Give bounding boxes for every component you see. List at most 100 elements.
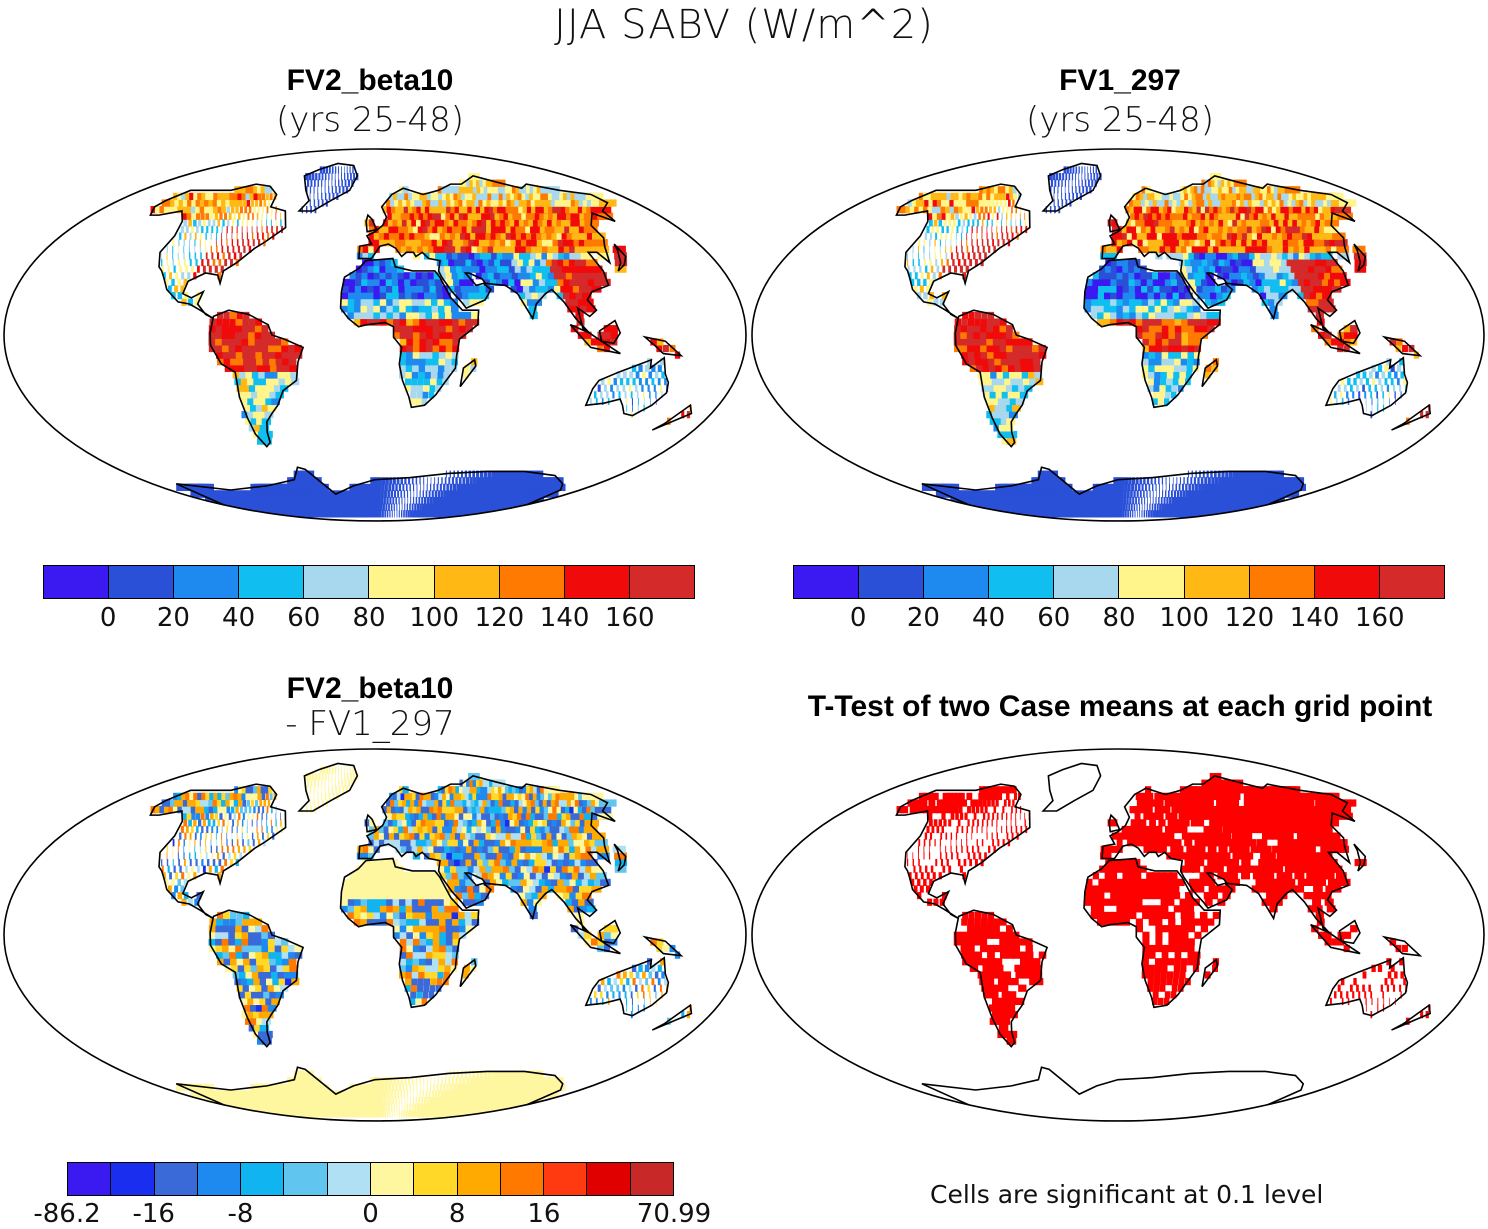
grid-cell <box>184 232 187 240</box>
grid-cell <box>997 239 1000 247</box>
grid-cell <box>392 1097 395 1105</box>
grid-cell <box>1168 239 1177 247</box>
grid-cell <box>328 186 330 194</box>
grid-cell <box>923 278 927 286</box>
grid-cell <box>1049 172 1053 181</box>
grid-cell <box>945 252 948 260</box>
grid-cell <box>1065 172 1068 181</box>
grid-cell <box>1229 272 1238 280</box>
grid-cell <box>1019 212 1021 220</box>
grid-cell <box>1178 292 1187 300</box>
grid-cell <box>1012 384 1021 392</box>
grid-cell <box>1176 278 1185 286</box>
grid-cell <box>1172 219 1181 227</box>
grid-cell <box>248 318 256 326</box>
grid-cell <box>206 258 210 267</box>
grid-cell <box>1187 272 1196 280</box>
grid-cell <box>421 1097 424 1105</box>
grid-cell <box>1186 245 1195 253</box>
grid-cell <box>165 278 169 286</box>
grid-cell <box>398 1097 400 1105</box>
grid-cell <box>1159 490 1160 498</box>
grid-cell <box>418 371 425 379</box>
grid-cell <box>1200 477 1204 485</box>
grid-cell <box>1103 318 1111 326</box>
grid-cell <box>632 404 633 412</box>
grid-cell <box>443 490 447 498</box>
grid-cell <box>365 1097 370 1105</box>
grid-cell <box>446 1097 451 1105</box>
grid-cell <box>513 252 524 260</box>
grid-cell <box>334 179 336 187</box>
grid-cell <box>357 1090 363 1098</box>
grid-cell <box>1356 371 1361 379</box>
grid-cell <box>261 351 270 359</box>
grid-cell <box>350 1097 356 1105</box>
grid-cell <box>1267 265 1278 273</box>
grid-cell <box>434 219 443 227</box>
grid-cell <box>968 358 977 366</box>
grid-cell <box>1194 331 1202 339</box>
grid-cell <box>593 278 605 286</box>
grid-cell <box>261 225 263 234</box>
grid-cell <box>448 477 451 485</box>
grid-cell <box>386 305 394 313</box>
grid-cell <box>396 510 398 518</box>
grid-cell <box>405 358 413 366</box>
grid-cell <box>654 371 659 379</box>
grid-cell <box>1263 285 1273 293</box>
grid-cell <box>399 318 407 326</box>
grid-cell <box>1057 199 1059 207</box>
grid-cell <box>1245 245 1256 253</box>
grid-cell <box>1272 292 1282 300</box>
grid-cell <box>403 272 411 280</box>
grid-cell <box>386 1110 389 1118</box>
grid-cell <box>305 172 309 181</box>
grid-cell <box>364 1090 369 1098</box>
grid-cell <box>496 510 510 518</box>
grid-cell <box>229 199 235 207</box>
grid-cell <box>321 192 323 201</box>
grid-cell <box>993 325 1000 333</box>
grid-cell <box>479 265 489 273</box>
grid-cell <box>1001 232 1004 240</box>
grid-cell <box>1129 318 1137 326</box>
grid-cell <box>1204 298 1213 306</box>
grid-cell <box>1097 305 1105 313</box>
grid-cell <box>1168 338 1176 346</box>
grid-cell <box>656 338 664 346</box>
grid-cell <box>1322 292 1332 300</box>
grid-cell <box>962 358 971 366</box>
grid-cell <box>923 252 925 260</box>
grid-cell <box>1148 364 1155 372</box>
grid-cell <box>332 192 335 201</box>
grid-cell <box>941 212 946 220</box>
grid-cell <box>1161 232 1170 240</box>
grid-cell <box>360 311 368 320</box>
grid-cell <box>1127 239 1134 247</box>
grid-cell <box>986 219 989 227</box>
grid-cell <box>1151 503 1154 511</box>
grid-cell <box>1166 377 1173 386</box>
grid-cell <box>347 179 350 187</box>
grid-cell <box>575 292 586 300</box>
grid-cell <box>243 358 252 366</box>
grid-cell <box>547 285 558 293</box>
grid-cell <box>238 186 244 194</box>
grid-cell <box>481 272 491 280</box>
grid-cell <box>1156 490 1157 498</box>
grid-cell <box>1110 298 1118 306</box>
grid-cell <box>1211 298 1220 306</box>
grid-cell <box>373 272 381 280</box>
grid-cell <box>1038 351 1047 359</box>
grid-cell <box>1161 325 1170 333</box>
grid-cell <box>1353 252 1367 260</box>
grid-cell <box>452 344 460 353</box>
grid-cell <box>1155 325 1163 333</box>
grid-cell <box>485 232 496 240</box>
grid-cell <box>1198 483 1202 492</box>
grid-cell <box>537 292 547 300</box>
grid-cell <box>389 192 395 201</box>
grid-cell <box>499 258 510 267</box>
grid-cell <box>183 245 185 253</box>
